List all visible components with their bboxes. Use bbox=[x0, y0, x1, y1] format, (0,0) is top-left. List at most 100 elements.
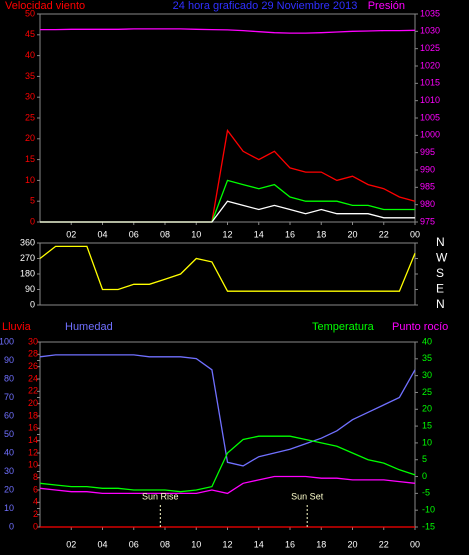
y-tick-label: 15 bbox=[25, 154, 35, 164]
y-tick-label: 90 bbox=[25, 284, 35, 294]
x-tick-label: 00 bbox=[410, 229, 420, 239]
y2-tick-label: 995 bbox=[420, 147, 435, 157]
y3-tick-label: 24 bbox=[28, 373, 38, 383]
x-tick-label: 12 bbox=[222, 229, 232, 239]
y2-tick-label: -15 bbox=[422, 521, 435, 531]
legend-entry: Temperatura bbox=[312, 321, 375, 333]
y2-tick-label: 0 bbox=[422, 471, 427, 481]
x-tick-label: 16 bbox=[285, 539, 295, 549]
x-tick-label: 00 bbox=[410, 539, 420, 549]
x-tick-label: 12 bbox=[222, 539, 232, 549]
y2-tick-label: 1000 bbox=[420, 130, 440, 140]
y2-tick-label: -5 bbox=[422, 488, 430, 498]
y2-tick-label: 990 bbox=[420, 164, 435, 174]
y-tick-label: 40 bbox=[25, 50, 35, 60]
chart-title: 24 hora graficado 29 Noviembre 2013 bbox=[173, 0, 358, 12]
x-tick-label: 10 bbox=[191, 539, 201, 549]
y2-tick-label: N bbox=[436, 297, 445, 311]
y-tick-label: 180 bbox=[20, 268, 35, 278]
y2-tick-label: W bbox=[436, 251, 448, 265]
series-line bbox=[40, 200, 415, 223]
y2-tick-label: S bbox=[436, 266, 444, 280]
annotation: Sun Set bbox=[291, 491, 324, 501]
series-line bbox=[40, 28, 416, 34]
y-tick-label: 100 bbox=[0, 336, 14, 346]
y-tick-label: 20 bbox=[4, 484, 14, 494]
y-tick-label: 40 bbox=[4, 447, 14, 457]
y2-tick-label: 15 bbox=[422, 420, 432, 430]
y-tick-label: 30 bbox=[4, 466, 14, 476]
y-tick-label: 50 bbox=[4, 429, 14, 439]
y2-tick-label: 25 bbox=[422, 387, 432, 397]
y3-tick-label: 26 bbox=[28, 361, 38, 371]
y2-tick-label: 1005 bbox=[420, 112, 440, 122]
x-tick-label: 08 bbox=[160, 229, 170, 239]
x-tick-label: 10 bbox=[191, 229, 201, 239]
y3-tick-label: 18 bbox=[28, 410, 38, 420]
y-tick-label: 0 bbox=[30, 299, 35, 309]
x-tick-label: 06 bbox=[129, 539, 139, 549]
x-tick-label: 22 bbox=[379, 539, 389, 549]
y3-tick-label: 10 bbox=[28, 460, 38, 470]
series-line bbox=[39, 475, 416, 495]
x-tick-label: 06 bbox=[129, 229, 139, 239]
y2-tick-label: 1010 bbox=[420, 95, 440, 105]
x-tick-label: 04 bbox=[97, 229, 107, 239]
series-line bbox=[39, 354, 416, 467]
plot-frame bbox=[39, 13, 416, 223]
legend-entry: Humedad bbox=[65, 321, 113, 333]
y3-tick-label: 28 bbox=[28, 349, 38, 359]
x-tick-label: 14 bbox=[254, 539, 264, 549]
y3-tick-label: 20 bbox=[28, 398, 38, 408]
y3-tick-label: 8 bbox=[33, 472, 38, 482]
y3-tick-label: 6 bbox=[33, 484, 38, 494]
series-line bbox=[39, 435, 416, 493]
x-tick-label: 20 bbox=[347, 229, 357, 239]
y3-tick-label: 16 bbox=[28, 423, 38, 433]
y-tick-label: 270 bbox=[20, 253, 35, 263]
x-tick-label: 02 bbox=[66, 539, 76, 549]
y2-tick-label: 1035 bbox=[420, 8, 440, 18]
x-tick-label: 14 bbox=[254, 229, 264, 239]
y2-tick-label: 5 bbox=[422, 454, 427, 464]
y3-tick-label: 14 bbox=[28, 435, 38, 445]
x-tick-label: 04 bbox=[97, 539, 107, 549]
y2-tick-label: 30 bbox=[422, 370, 432, 380]
y2-tick-label: 975 bbox=[420, 216, 435, 226]
x-tick-label: 22 bbox=[379, 229, 389, 239]
y-axis-label: Velocidad viento bbox=[5, 0, 85, 12]
x-tick-label: 18 bbox=[316, 229, 326, 239]
y-tick-label: 10 bbox=[25, 175, 35, 185]
y2-tick-label: 20 bbox=[422, 404, 432, 414]
y2-tick-label: 40 bbox=[422, 336, 432, 346]
annotation: Sun Rise bbox=[142, 491, 179, 501]
y2-tick-label: N bbox=[436, 235, 445, 249]
y-tick-label: 60 bbox=[4, 410, 14, 420]
y3-tick-label: 4 bbox=[33, 497, 38, 507]
y2-tick-label: E bbox=[436, 282, 444, 296]
y2-tick-label: 1030 bbox=[420, 26, 440, 36]
y-tick-label: 30 bbox=[25, 92, 35, 102]
x-tick-label: 18 bbox=[316, 539, 326, 549]
x-tick-label: 16 bbox=[285, 229, 295, 239]
y-tick-label: 50 bbox=[25, 8, 35, 18]
series-line bbox=[40, 128, 416, 223]
y3-tick-label: 30 bbox=[28, 336, 38, 346]
y-tick-label: 5 bbox=[30, 196, 35, 206]
y-tick-label: 25 bbox=[25, 112, 35, 122]
y2-tick-label: 10 bbox=[422, 437, 432, 447]
series-line bbox=[39, 245, 416, 292]
y2-axis-label: Presión bbox=[368, 0, 405, 12]
x-tick-label: 02 bbox=[66, 229, 76, 239]
x-tick-label: 20 bbox=[347, 539, 357, 549]
y-tick-label: 0 bbox=[9, 521, 14, 531]
y2-tick-label: 35 bbox=[422, 353, 432, 363]
y-tick-label: 45 bbox=[25, 29, 35, 39]
y-tick-label: 20 bbox=[25, 133, 35, 143]
y3-tick-label: 2 bbox=[33, 509, 38, 519]
y3-tick-label: 12 bbox=[28, 447, 38, 457]
y-tick-label: 360 bbox=[20, 237, 35, 247]
plot-frame bbox=[39, 341, 416, 528]
y2-tick-label: 1020 bbox=[420, 60, 440, 70]
